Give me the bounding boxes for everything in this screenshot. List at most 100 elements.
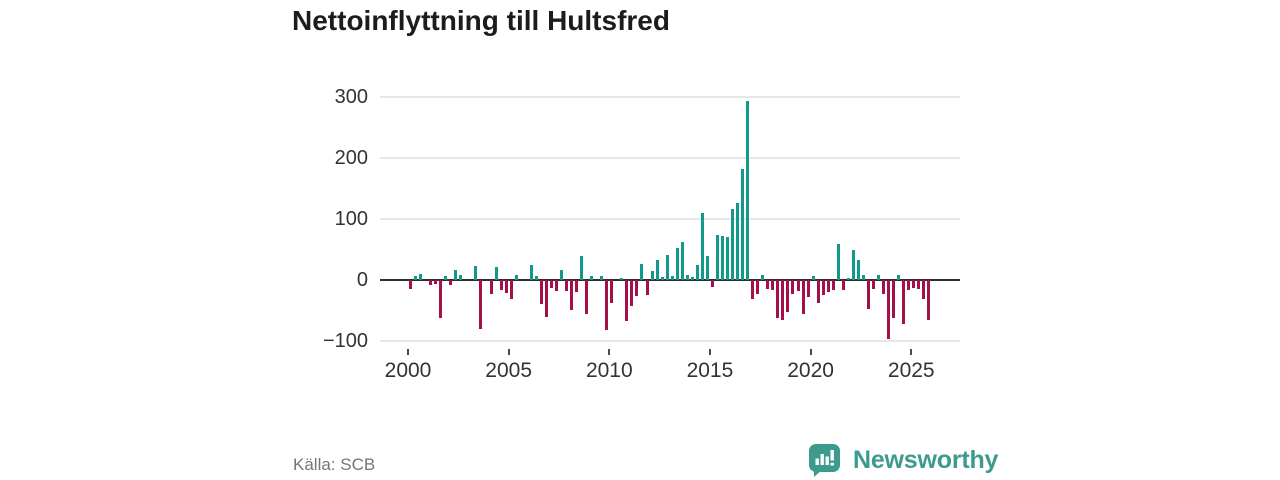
bar-2019q4: [806, 280, 810, 298]
bar-2020q3: [821, 280, 825, 295]
bar-2019q2: [796, 280, 800, 291]
bar-2019q1: [791, 280, 795, 295]
bar-2010q1: [610, 280, 614, 303]
y-axis-label: 300: [334, 86, 368, 108]
bar-2017q2: [756, 280, 760, 295]
bar-2021q4: [846, 277, 850, 280]
bar-2014q3: [700, 212, 704, 280]
bar-2015q1: [710, 280, 714, 287]
plot-area: [380, 96, 960, 342]
bar-2025q4: [927, 280, 931, 320]
x-axis-label: 2000: [384, 359, 432, 382]
bar-2000q1: [409, 280, 412, 289]
bar-2022q2: [856, 259, 860, 280]
bar-2008q3: [580, 255, 584, 280]
y-axis-label: −100: [322, 330, 368, 352]
bar-2012q4: [665, 254, 669, 280]
bar-2008q2: [575, 280, 579, 292]
x-tick-2010: [608, 349, 611, 355]
bar-2014q1: [690, 276, 694, 280]
bar-2025q2: [917, 280, 921, 290]
newsworthy-logo: Newsworthy: [806, 442, 998, 479]
bar-2013q2: [675, 248, 679, 280]
bar-2009q3: [600, 276, 604, 280]
bar-2021q3: [841, 280, 845, 290]
bar-2004q2: [494, 267, 498, 280]
bar-2007q2: [554, 280, 558, 291]
bar-2001q2: [434, 280, 438, 285]
bar-2025q1: [912, 280, 916, 288]
bar-2002q2: [454, 269, 458, 280]
x-tick-2000: [407, 349, 409, 355]
bar-2018q4: [786, 280, 790, 313]
x-tick-2025: [910, 349, 913, 355]
y-axis-label: 0: [356, 269, 368, 291]
bar-2014q2: [695, 265, 699, 280]
bar-2011q1: [630, 280, 634, 306]
chart-title: Nettoinflyttning till Hultsfred: [292, 5, 670, 36]
bar-2020q2: [816, 280, 820, 303]
gridline-300: [380, 96, 960, 98]
y-axis-label: 200: [334, 147, 368, 169]
bar-2012q3: [660, 276, 664, 280]
bar-2023q4: [887, 280, 891, 340]
bar-2020q4: [826, 280, 830, 293]
bar-2025q3: [922, 280, 926, 299]
x-tick-2020: [809, 349, 812, 355]
bar-2015q2: [715, 234, 719, 280]
bar-2017q4: [766, 280, 770, 290]
gridline--100: [380, 340, 960, 342]
bar-2001q1: [429, 280, 433, 286]
bar-2005q1: [509, 280, 513, 299]
bar-2023q1: [871, 280, 875, 290]
bar-2016q1: [731, 209, 735, 280]
bar-2001q4: [444, 275, 448, 280]
brand-name: Newsworthy: [853, 446, 999, 474]
bar-2003q2: [474, 265, 478, 280]
gridline-200: [380, 157, 960, 159]
zero-axis-line: [380, 279, 960, 281]
x-axis-label: 2005: [485, 359, 532, 382]
bar-2000q2: [414, 275, 418, 280]
bar-2010q4: [625, 280, 629, 322]
bar-2010q3: [620, 277, 624, 280]
bar-2006q3: [539, 280, 543, 304]
bar-2018q3: [781, 280, 785, 321]
bar-2004q1: [489, 280, 493, 295]
bar-2022q4: [866, 280, 870, 310]
bar-2007q1: [549, 280, 553, 288]
bar-2015q4: [726, 236, 730, 280]
bar-2024q4: [907, 280, 911, 291]
gridline-100: [380, 218, 960, 220]
bar-2013q1: [670, 275, 674, 280]
bar-2020q1: [811, 276, 815, 280]
bar-2015q3: [721, 236, 724, 280]
bar-2003q3: [479, 280, 483, 329]
bar-2006q4: [544, 280, 548, 317]
x-tick-2015: [708, 349, 711, 355]
bar-2014q4: [705, 256, 709, 280]
bar-2017q3: [761, 275, 765, 280]
bar-2023q2: [877, 275, 881, 280]
newsworthy-logo-icon: [809, 444, 840, 477]
bar-2021q1: [831, 280, 835, 290]
bar-2001q3: [439, 280, 443, 318]
bar-2006q2: [534, 275, 538, 280]
bar-2012q2: [655, 260, 659, 280]
bar-2002q1: [449, 280, 453, 285]
bar-2024q1: [892, 280, 896, 319]
bar-2023q3: [882, 280, 886, 295]
bar-2016q4: [746, 101, 750, 280]
x-tick-2005: [507, 349, 510, 355]
bar-2007q4: [565, 280, 568, 291]
bar-2022q1: [851, 249, 855, 280]
bar-2007q3: [559, 270, 563, 280]
bar-2011q3: [640, 264, 644, 280]
x-axis-label: 2015: [686, 359, 734, 382]
bar-2008q1: [570, 280, 574, 310]
bar-2000q3: [419, 273, 423, 280]
bar-2022q3: [861, 274, 865, 280]
bar-2016q3: [741, 168, 745, 280]
bar-2002q3: [459, 275, 463, 280]
